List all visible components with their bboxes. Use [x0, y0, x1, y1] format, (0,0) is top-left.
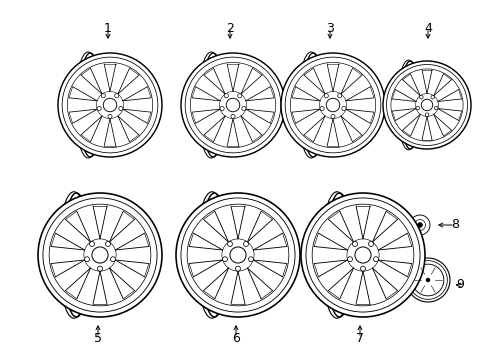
Text: 3: 3 — [325, 22, 333, 35]
Circle shape — [415, 106, 419, 110]
Circle shape — [417, 222, 422, 228]
Circle shape — [248, 257, 253, 262]
Circle shape — [354, 247, 370, 263]
Circle shape — [419, 95, 422, 99]
Circle shape — [220, 107, 224, 111]
Circle shape — [101, 94, 105, 98]
Circle shape — [319, 107, 324, 111]
Circle shape — [430, 95, 433, 99]
Circle shape — [341, 107, 345, 111]
Circle shape — [243, 242, 248, 247]
Circle shape — [382, 61, 470, 149]
Text: 8: 8 — [450, 219, 458, 231]
Circle shape — [409, 215, 429, 235]
Circle shape — [110, 257, 115, 262]
Circle shape — [97, 266, 102, 271]
Circle shape — [281, 53, 384, 157]
Circle shape — [347, 257, 352, 262]
Circle shape — [325, 98, 339, 112]
Text: 1: 1 — [104, 22, 112, 35]
Circle shape — [38, 193, 162, 317]
Circle shape — [324, 94, 327, 98]
Text: 9: 9 — [455, 279, 463, 292]
Circle shape — [92, 247, 108, 263]
Circle shape — [301, 193, 424, 317]
Circle shape — [241, 107, 245, 111]
Text: 6: 6 — [232, 332, 240, 345]
Circle shape — [360, 266, 365, 271]
Circle shape — [181, 53, 285, 157]
Circle shape — [337, 94, 341, 98]
Circle shape — [229, 247, 245, 263]
Circle shape — [227, 242, 232, 247]
Circle shape — [89, 242, 94, 247]
Circle shape — [58, 53, 162, 157]
Circle shape — [433, 106, 437, 110]
Circle shape — [84, 257, 89, 262]
Circle shape — [226, 98, 239, 112]
Circle shape — [97, 107, 101, 111]
Circle shape — [425, 113, 428, 116]
Circle shape — [373, 257, 378, 262]
Circle shape — [237, 94, 241, 98]
Circle shape — [103, 98, 117, 112]
Circle shape — [230, 114, 235, 118]
Circle shape — [411, 264, 443, 296]
Circle shape — [119, 107, 122, 111]
Circle shape — [405, 258, 449, 302]
Circle shape — [421, 99, 432, 111]
Text: 5: 5 — [94, 332, 102, 345]
Circle shape — [330, 114, 334, 118]
Circle shape — [222, 257, 227, 262]
Circle shape — [352, 242, 357, 247]
Circle shape — [108, 114, 112, 118]
Circle shape — [425, 278, 429, 282]
Circle shape — [105, 242, 110, 247]
Circle shape — [176, 193, 299, 317]
Circle shape — [114, 94, 119, 98]
Circle shape — [235, 266, 240, 271]
Text: 7: 7 — [355, 332, 363, 345]
Text: 2: 2 — [225, 22, 233, 35]
Circle shape — [368, 242, 373, 247]
Text: 4: 4 — [423, 22, 431, 35]
Circle shape — [224, 94, 228, 98]
